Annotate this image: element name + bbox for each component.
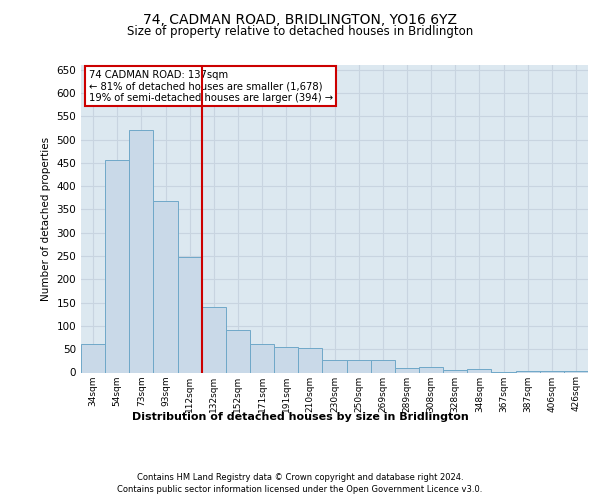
Bar <box>129 130 154 372</box>
Text: 74 CADMAN ROAD: 137sqm
← 81% of detached houses are smaller (1,678)
19% of semi-: 74 CADMAN ROAD: 137sqm ← 81% of detached… <box>89 70 333 103</box>
Bar <box>322 360 347 372</box>
Text: Contains public sector information licensed under the Open Government Licence v3: Contains public sector information licen… <box>118 485 482 494</box>
Bar <box>443 370 467 372</box>
Bar <box>250 344 274 372</box>
Bar <box>395 368 419 372</box>
Bar <box>540 371 564 372</box>
Bar <box>202 308 226 372</box>
Bar <box>274 347 298 372</box>
Bar <box>564 371 588 372</box>
Bar <box>105 160 129 372</box>
Text: Distribution of detached houses by size in Bridlington: Distribution of detached houses by size … <box>131 412 469 422</box>
Bar <box>515 370 540 372</box>
Bar <box>154 201 178 372</box>
Y-axis label: Number of detached properties: Number of detached properties <box>41 136 51 301</box>
Bar <box>178 257 202 372</box>
Bar <box>298 348 322 372</box>
Text: 74, CADMAN ROAD, BRIDLINGTON, YO16 6YZ: 74, CADMAN ROAD, BRIDLINGTON, YO16 6YZ <box>143 12 457 26</box>
Text: Contains HM Land Registry data © Crown copyright and database right 2024.: Contains HM Land Registry data © Crown c… <box>137 472 463 482</box>
Bar <box>347 360 371 372</box>
Bar <box>81 344 105 372</box>
Bar <box>226 330 250 372</box>
Text: Size of property relative to detached houses in Bridlington: Size of property relative to detached ho… <box>127 25 473 38</box>
Bar <box>371 360 395 372</box>
Bar <box>467 369 491 372</box>
Bar <box>419 368 443 372</box>
